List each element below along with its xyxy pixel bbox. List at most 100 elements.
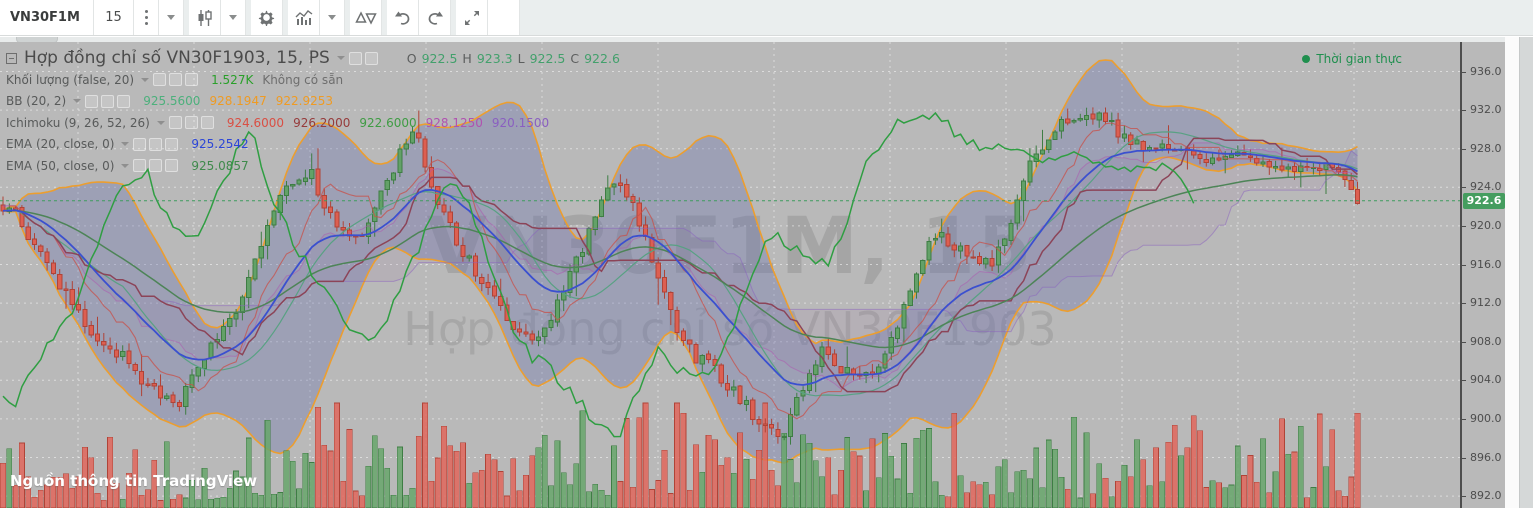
top-toolbar: VN30F1M 15 xyxy=(0,0,1533,36)
indicator-label[interactable]: Ichimoku (9, 26, 52, 26) xyxy=(6,115,150,130)
visibility-icon[interactable] xyxy=(133,137,147,151)
settings-icon[interactable] xyxy=(184,116,198,130)
visibility-icon[interactable] xyxy=(168,116,182,130)
caret-down-icon[interactable] xyxy=(73,99,82,104)
settings-icon[interactable] xyxy=(149,159,163,173)
axis-tick-label: 936.0 xyxy=(1470,64,1502,78)
ichimoku-cloud xyxy=(3,142,1358,389)
axis-tickmark xyxy=(1462,496,1466,498)
axis-tickmark xyxy=(1462,341,1466,343)
price-axis[interactable]: 936.0 932.0 928.0 924.0 920.0 916.0 912.0 908.0… xyxy=(1460,42,1505,508)
axis-tick-label: 912.0 xyxy=(1470,296,1502,310)
candlestick-icon xyxy=(198,9,212,26)
scrollbar-gutter xyxy=(1505,37,1519,508)
chevron-down-icon xyxy=(328,15,336,20)
close-icon[interactable] xyxy=(200,116,214,130)
status-badge: Thời gian thực xyxy=(1302,52,1402,66)
ohlc-readout: O 922.5 H 923.3 L 922.5 C 922.6 xyxy=(406,50,620,66)
axis-tick-label: 900.0 xyxy=(1470,411,1502,425)
axis-tick-label: 924.0 xyxy=(1470,180,1502,194)
caret-down-icon[interactable] xyxy=(156,120,165,125)
chart-type-button[interactable] xyxy=(189,0,221,35)
extra-toolbar-button[interactable] xyxy=(488,0,520,35)
settings-icon[interactable] xyxy=(169,73,183,87)
undo-arrow-icon xyxy=(394,11,409,25)
chart-type-dropdown-button[interactable] xyxy=(221,0,246,35)
fullscreen-button[interactable] xyxy=(456,0,488,35)
indicator-value: 925.5600 xyxy=(143,94,201,109)
legend-title-row: Hợp đồng chỉ số VN30F1903, 15, PS O 922.5… xyxy=(6,47,620,69)
close-icon[interactable] xyxy=(165,159,179,173)
undo-button[interactable] xyxy=(387,0,419,35)
axis-tickmark xyxy=(1462,303,1466,305)
indicator-label[interactable]: BB (20, 2) xyxy=(6,94,67,109)
indicator-row: EMA (50, close, 0) 925.0857 xyxy=(6,155,620,177)
axis-tick-label: 904.0 xyxy=(1470,373,1502,387)
series-title[interactable]: Hợp đồng chỉ số VN30F1903, 15, PS xyxy=(24,48,330,68)
realtime-dot-icon xyxy=(1302,55,1311,63)
attribution: Nguồn thông tin TradingView xyxy=(10,472,258,490)
settings-icon[interactable] xyxy=(149,137,163,151)
indicator-label[interactable]: EMA (20, close, 0) xyxy=(6,137,115,152)
interval-dropdown-button[interactable] xyxy=(159,0,184,35)
caret-down-icon[interactable] xyxy=(336,56,345,60)
chart-canvas[interactable] xyxy=(0,42,1460,508)
visibility-icon[interactable] xyxy=(153,73,167,87)
indicators-dropdown-button[interactable] xyxy=(320,0,345,35)
indicator-row: Khối lượng (false, 20) 1.527K Không có sẵn xyxy=(6,69,620,91)
axis-tick-label: 932.0 xyxy=(1470,103,1502,117)
axis-tickmark xyxy=(1462,264,1466,266)
settings-button[interactable] xyxy=(251,0,283,35)
axis-tickmark xyxy=(1462,110,1466,112)
toolbar-filler xyxy=(520,0,1533,35)
close-icon[interactable] xyxy=(117,94,131,108)
indicator-label[interactable]: Khối lượng (false, 20) xyxy=(6,72,135,87)
axis-tickmark xyxy=(1462,187,1466,189)
page-scrollbar[interactable] xyxy=(1519,37,1533,508)
interval-button[interactable]: 15 xyxy=(94,0,134,35)
axis-tickmark xyxy=(1462,71,1466,73)
indicator-value: 928.1947 xyxy=(209,94,267,109)
legend: Hợp đồng chỉ số VN30F1903, 15, PS O 922.5… xyxy=(6,47,620,177)
caret-down-icon[interactable] xyxy=(141,77,150,82)
close-icon[interactable] xyxy=(185,73,199,87)
axis-tick-label: 928.0 xyxy=(1470,141,1502,155)
realtime-label: Thời gian thực xyxy=(1316,52,1402,66)
symbol-input[interactable]: VN30F1M xyxy=(0,0,94,35)
collapse-legend-icon[interactable] xyxy=(6,52,17,64)
indicator-row: BB (20, 2) 925.5600 928.1947 922.9253 xyxy=(6,91,620,113)
caret-down-icon[interactable] xyxy=(121,163,130,168)
axis-tick-label: 916.0 xyxy=(1470,257,1502,271)
indicator-label[interactable]: EMA (50, close, 0) xyxy=(6,158,115,173)
visibility-icon[interactable] xyxy=(348,51,362,65)
visibility-icon[interactable] xyxy=(133,159,147,173)
axis-tickmark xyxy=(1462,225,1466,227)
toolbar-underlay xyxy=(0,37,1533,42)
indicator-value: 920.1500 xyxy=(491,115,550,130)
axis-tick-label: 896.0 xyxy=(1470,450,1502,464)
visibility-icon[interactable] xyxy=(85,94,99,108)
axis-tickmark xyxy=(1462,148,1466,150)
indicator-value: 925.2542 xyxy=(191,137,249,152)
redo-button[interactable] xyxy=(419,0,451,35)
indicator-lines xyxy=(2,111,1358,438)
chart-pane: VN30F1M, 15 Hợp đồng chỉ số VN30F1903 Hợ… xyxy=(0,42,1505,508)
indicators-icon xyxy=(295,9,312,25)
chevron-down-icon xyxy=(167,15,175,20)
axis-tick-label: 908.0 xyxy=(1470,334,1502,348)
indicator-value: 922.6000 xyxy=(359,115,417,130)
indicators-button[interactable] xyxy=(288,0,320,35)
caret-down-icon[interactable] xyxy=(121,142,130,147)
indicator-value: 925.0857 xyxy=(191,158,249,173)
settings-icon[interactable] xyxy=(364,51,378,65)
redo-arrow-icon xyxy=(428,11,443,25)
settings-icon[interactable] xyxy=(101,94,115,108)
compare-button[interactable] xyxy=(350,0,382,35)
price-chart[interactable]: VN30F1M, 15 Hợp đồng chỉ số VN30F1903 Hợ… xyxy=(0,42,1460,508)
chevron-down-icon xyxy=(229,15,237,20)
interval-menu-button[interactable] xyxy=(134,0,159,35)
close-icon[interactable] xyxy=(165,137,179,151)
indicator-row: Ichimoku (9, 26, 52, 26) 924.6000 926.2000… xyxy=(6,112,620,134)
indicator-row: EMA (20, close, 0) 925.2542 xyxy=(6,134,620,156)
